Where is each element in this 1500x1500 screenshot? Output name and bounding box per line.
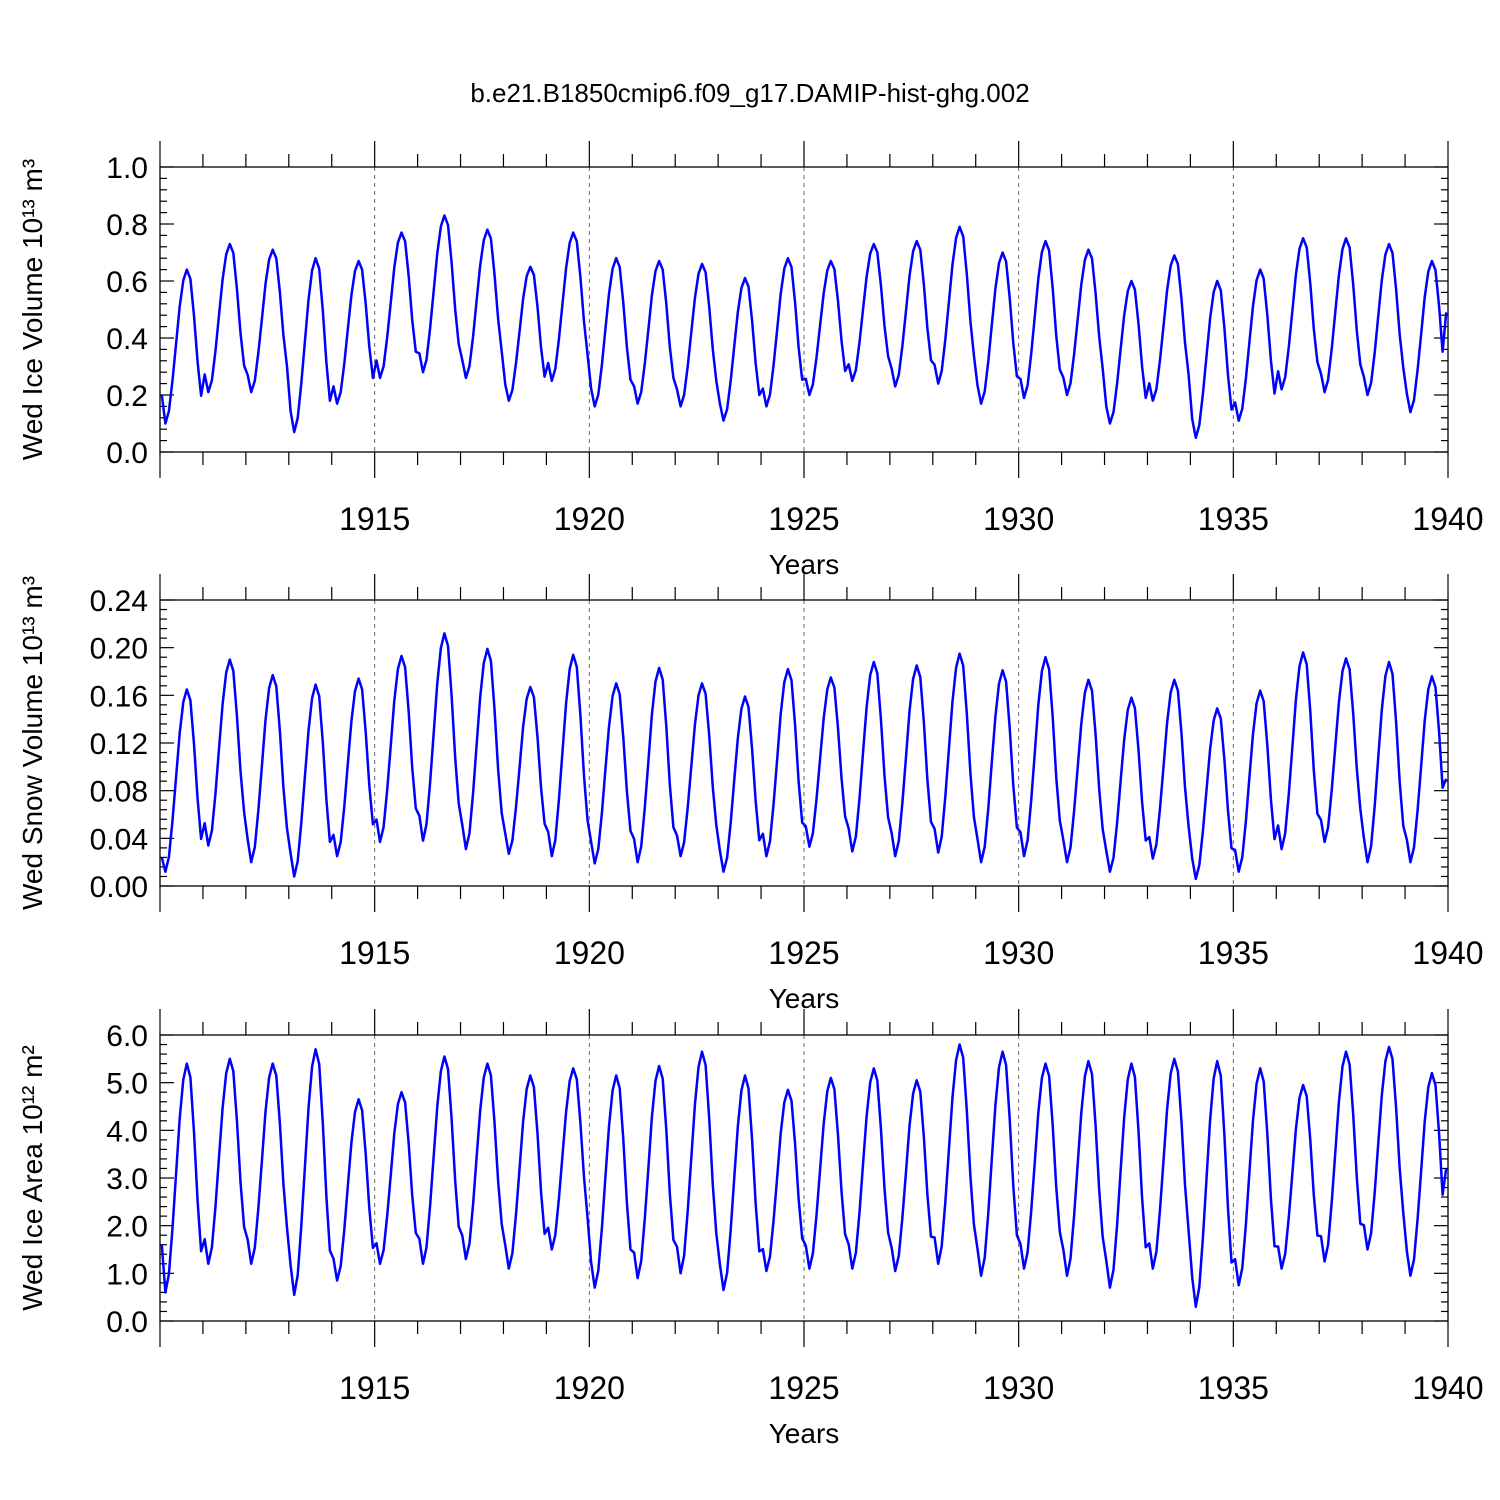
y-tick-label: 0.04: [90, 823, 148, 856]
x-tick-label: 1940: [1412, 501, 1483, 537]
y-tick-label: 3.0: [106, 1163, 148, 1196]
y-tick-label: 0.6: [106, 266, 148, 299]
series-line: [160, 214, 1448, 440]
x-tick-label: 1930: [983, 501, 1054, 537]
y-tick-label: 0.0: [106, 437, 148, 470]
panel-1: 0.0 0.2 0.4 0.6 0.8 1.0 1915 1920 1925 1930 1935 19…: [17, 141, 1484, 580]
y-tick-label: 2.0: [106, 1211, 148, 1244]
y-axis-label: Wed Snow Volume 10¹³ m³: [17, 576, 48, 910]
x-tick-label: 1925: [768, 935, 839, 971]
y-axis-label: Wed Ice Volume 10¹³ m³: [17, 159, 48, 460]
x-tick-label: 1935: [1198, 935, 1269, 971]
y-tick-label: 6.0: [106, 1020, 148, 1053]
chart-title: b.e21.B1850cmip6.f09_g17.DAMIP-hist-ghg.…: [470, 78, 1029, 108]
y-tick-label: 0.4: [106, 323, 148, 356]
plot-frame: [159, 599, 1449, 887]
x-tick-label: 1935: [1198, 1370, 1269, 1406]
y-axis-label: Wed Ice Area 10¹² m²: [17, 1045, 48, 1311]
y-tick-label: 0.12: [90, 728, 148, 761]
x-axis-label: Years: [769, 983, 840, 1014]
x-tick-label: 1920: [554, 1370, 625, 1406]
y-tick-label: 4.0: [106, 1115, 148, 1148]
chart-panels: 0.0 0.2 0.4 0.6 0.8 1.0 1915 1920 1925 1930 1935 19…: [17, 141, 1484, 1449]
x-tick-label: 1925: [768, 1370, 839, 1406]
x-tick-label: 1920: [554, 501, 625, 537]
x-tick-label: 1920: [554, 935, 625, 971]
x-axis-label: Years: [769, 1418, 840, 1449]
y-tick-label: 5.0: [106, 1068, 148, 1101]
plot-frame: [159, 1034, 1449, 1322]
y-tick-label: 0.24: [90, 585, 148, 618]
series-line: [160, 1043, 1448, 1308]
y-tick-label: 1.0: [106, 152, 148, 185]
x-tick-label: 1925: [768, 501, 839, 537]
y-tick-label: 0.16: [90, 680, 148, 713]
panel-3: 0.0 1.0 2.0 3.0 4.0 5.0 6.0 1915 1920 1925 1930 193…: [17, 1009, 1484, 1449]
x-tick-label: 1940: [1412, 935, 1483, 971]
y-tick-label: 0.8: [106, 209, 148, 242]
y-tick-label: 1.0: [106, 1258, 148, 1291]
x-tick-label: 1940: [1412, 1370, 1483, 1406]
series-line: [160, 632, 1448, 881]
y-tick-label: 0.08: [90, 776, 148, 809]
panel-2: 0.00 0.04 0.08 0.12 0.16 0.20 0.24 1915 1920 1925…: [17, 574, 1484, 1014]
x-tick-label: 1930: [983, 935, 1054, 971]
y-tick-label: 0.2: [106, 380, 148, 413]
x-tick-label: 1930: [983, 1370, 1054, 1406]
x-tick-label: 1935: [1198, 501, 1269, 537]
x-tick-label: 1915: [339, 935, 410, 971]
y-tick-label: 0.20: [90, 633, 148, 666]
x-tick-label: 1915: [339, 1370, 410, 1406]
y-tick-label: 0.0: [106, 1306, 148, 1339]
y-tick-label: 0.00: [90, 871, 148, 904]
plot-frame: [159, 166, 1449, 453]
x-tick-label: 1915: [339, 501, 410, 537]
